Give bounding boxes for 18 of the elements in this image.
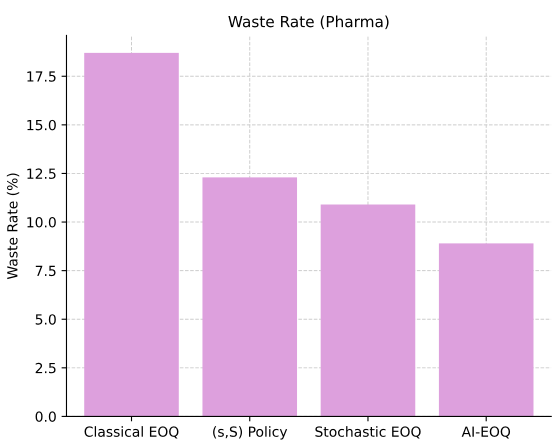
- x-tick-label: Stochastic EOQ: [315, 426, 421, 438]
- bar: [320, 204, 416, 416]
- y-tick-label: 12.5: [27, 168, 56, 179]
- x-tick-label: (s,S) Policy: [213, 426, 288, 440]
- bar: [438, 243, 534, 416]
- y-tick-label: 0.0: [36, 411, 56, 422]
- y-tick-label: 7.5: [36, 266, 56, 276]
- y-axis-title: Waste Rate (%): [6, 173, 20, 280]
- y-tick-label: 15.0: [27, 120, 56, 130]
- x-tick-label: AI-EOQ: [462, 426, 510, 438]
- y-tick-label: 5.0: [36, 314, 56, 325]
- y-tick-label: 17.5: [27, 71, 56, 82]
- bar: [84, 52, 179, 416]
- chart-title: Waste Rate (Pharma): [228, 16, 389, 30]
- bar: [202, 177, 298, 416]
- y-tick-label: 2.5: [36, 362, 56, 374]
- y-tick-label: 10.0: [27, 217, 56, 228]
- x-tick-label: Classical EOQ: [84, 426, 178, 438]
